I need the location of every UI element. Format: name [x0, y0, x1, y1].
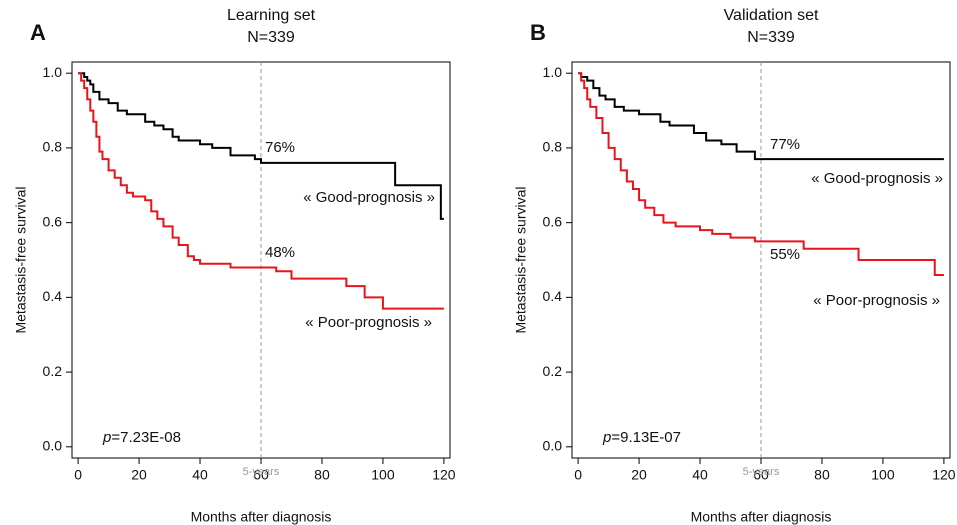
y-tick-label: 0.8 — [543, 139, 563, 155]
x-axis-label: Months after diagnosis — [691, 509, 832, 525]
y-tick-label: 1.0 — [43, 64, 63, 80]
end-label: 48% — [265, 244, 295, 261]
end-label: 55% — [770, 246, 800, 263]
y-tick-label: 1.0 — [543, 64, 563, 80]
y-tick-label: 0.2 — [43, 363, 63, 379]
x-tick-label: 60 — [253, 467, 269, 483]
y-tick-label: 0.0 — [543, 437, 563, 453]
x-tick-label: 20 — [631, 467, 647, 483]
chart-subtitle: N=339 — [747, 29, 795, 46]
legend-label: « Poor-prognosis » — [305, 314, 432, 331]
x-tick-label: 100 — [371, 467, 395, 483]
y-tick-label: 0.6 — [543, 213, 563, 229]
x-tick-label: 0 — [74, 467, 82, 483]
y-tick-label: 0.4 — [543, 288, 563, 304]
x-tick-label: 80 — [814, 467, 830, 483]
chart-subtitle: N=339 — [247, 29, 295, 46]
x-tick-label: 120 — [432, 467, 456, 483]
y-tick-label: 0.8 — [43, 139, 63, 155]
y-tick-label: 0.6 — [43, 213, 63, 229]
p-value: p=7.23E-08 — [102, 429, 181, 446]
legend-label: « Poor-prognosis » — [813, 292, 940, 309]
survival-curve — [78, 72, 444, 310]
reference-label: 5-years — [243, 466, 280, 478]
x-tick-label: 60 — [753, 467, 769, 483]
x-tick-label: 40 — [192, 467, 208, 483]
x-tick-label: 20 — [131, 467, 147, 483]
panel-label: A — [30, 20, 46, 45]
y-tick-label: 0.4 — [43, 288, 63, 304]
survival-curve — [578, 72, 944, 161]
reference-label: 5-years — [743, 466, 780, 478]
legend-label: « Good-prognosis » — [811, 170, 943, 187]
survival-curve — [78, 72, 444, 220]
y-axis-label: Metastasis-free survival — [13, 186, 29, 333]
x-tick-label: 0 — [574, 467, 582, 483]
chart-title: Learning set — [227, 7, 316, 24]
x-tick-label: 100 — [871, 467, 895, 483]
y-axis-label: Metastasis-free survival — [513, 186, 529, 333]
end-label: 77% — [770, 136, 800, 153]
x-tick-label: 40 — [692, 467, 708, 483]
x-tick-label: 80 — [314, 467, 330, 483]
end-label: 76% — [265, 139, 295, 156]
legend-label: « Good-prognosis » — [303, 189, 435, 206]
y-tick-label: 0.0 — [43, 437, 63, 453]
survival-curve — [578, 72, 944, 276]
x-axis-label: Months after diagnosis — [191, 509, 332, 525]
y-tick-label: 0.2 — [543, 363, 563, 379]
chart-title: Validation set — [724, 7, 819, 24]
p-value: p=9.13E-07 — [602, 429, 681, 446]
x-tick-label: 120 — [932, 467, 956, 483]
panel-label: B — [530, 20, 546, 45]
